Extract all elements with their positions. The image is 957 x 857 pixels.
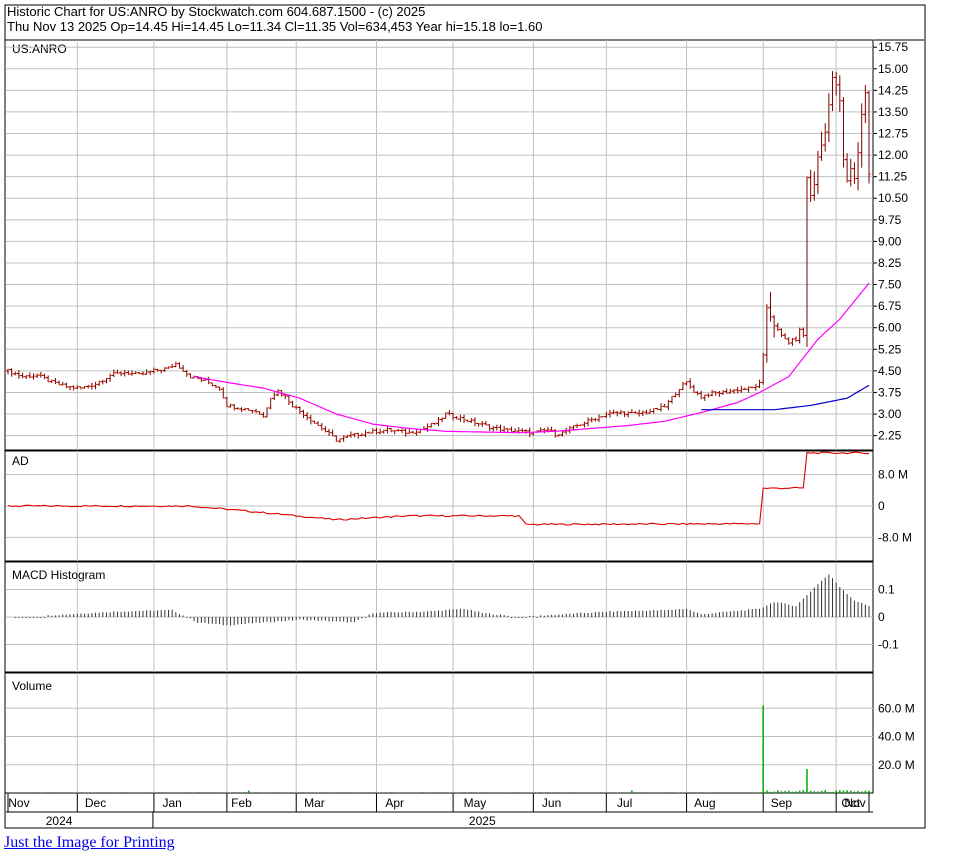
price-tick-label: 10.50 <box>878 191 908 205</box>
macd-tick-label: 0.1 <box>878 583 895 597</box>
x-axis-month-label: Aug <box>694 796 715 810</box>
price-tick-label: 4.50 <box>878 364 902 378</box>
price-tick-label: 8.25 <box>878 256 902 270</box>
x-axis-month-label: May <box>464 796 487 810</box>
price-tick-label: 12.00 <box>878 148 908 162</box>
price-tick-label: 2.25 <box>878 429 902 443</box>
price-tick-label: 14.25 <box>878 83 908 97</box>
price-tick-label: 13.50 <box>878 105 908 119</box>
macd-tick-label: -0.1 <box>878 638 899 652</box>
moving-average-long <box>701 384 870 411</box>
x-axis-month-label: Jan <box>162 796 181 810</box>
ad-tick-label: 8.0 M <box>878 468 908 482</box>
x-axis-month-label: Sep <box>771 796 793 810</box>
stock-chart: Historic Chart for US:ANRO by Stockwatch… <box>4 4 926 829</box>
ad-panel-label: AD <box>12 454 29 468</box>
ad-tick-label: -8.0 M <box>878 530 912 544</box>
macd-panel-label: MACD Histogram <box>12 568 105 582</box>
x-axis-month-label: Nov <box>844 796 865 810</box>
chart-svg: Historic Chart for US:ANRO by Stockwatch… <box>4 4 926 829</box>
chart-panels: US:ANRO 15.75 15.00 14.25 13.50 12.75 12.00 11.… <box>4 4 926 829</box>
x-axis-month-label: Jul <box>617 796 632 810</box>
moving-average-short <box>193 282 870 434</box>
print-image-link[interactable]: Just the Image for Printing <box>4 834 175 851</box>
price-tick-label: 7.50 <box>878 278 902 292</box>
price-tick-label: 9.00 <box>878 234 902 248</box>
price-panel-label: US:ANRO <box>12 42 67 56</box>
header-title: Historic Chart for US:ANRO by Stockwatch… <box>7 4 425 19</box>
volume-tick-label: 60.0 M <box>878 701 915 715</box>
price-tick-label: 6.75 <box>878 299 902 313</box>
price-tick-label: 15.00 <box>878 62 908 76</box>
price-tick-label: 11.25 <box>878 170 907 184</box>
price-tick-label: 15.75 <box>878 40 908 54</box>
macd-tick-label: 0 <box>878 610 885 624</box>
price-tick-label: 12.75 <box>878 127 908 141</box>
price-tick-label: 3.00 <box>878 407 902 421</box>
price-tick-label: 6.00 <box>878 321 902 335</box>
x-axis-year-label: 2025 <box>469 814 496 828</box>
volume-panel-label: Volume <box>12 679 52 693</box>
price-tick-label: 5.25 <box>878 342 902 356</box>
price-tick-label: 9.75 <box>878 213 902 227</box>
volume-tick-label: 40.0 M <box>878 730 915 744</box>
x-axis-month-label: Oct <box>841 796 860 810</box>
x-axis-month-label: Dec <box>85 796 106 810</box>
ad-tick-label: 0 <box>878 499 885 513</box>
x-axis-month-label: Feb <box>231 796 252 810</box>
x-axis-month-label: Apr <box>385 796 404 810</box>
header-stats: Thu Nov 13 2025 Op=14.45 Hi=14.45 Lo=11.… <box>7 19 543 34</box>
price-tick-label: 3.75 <box>878 385 902 399</box>
ad-line <box>7 451 870 526</box>
x-axis-month-label: Mar <box>304 796 325 810</box>
x-axis-year-label: 2024 <box>46 814 73 828</box>
volume-tick-label: 20.0 M <box>878 758 915 772</box>
x-axis-month-label: Jun <box>542 796 561 810</box>
x-axis-month-label: Nov <box>8 796 29 810</box>
